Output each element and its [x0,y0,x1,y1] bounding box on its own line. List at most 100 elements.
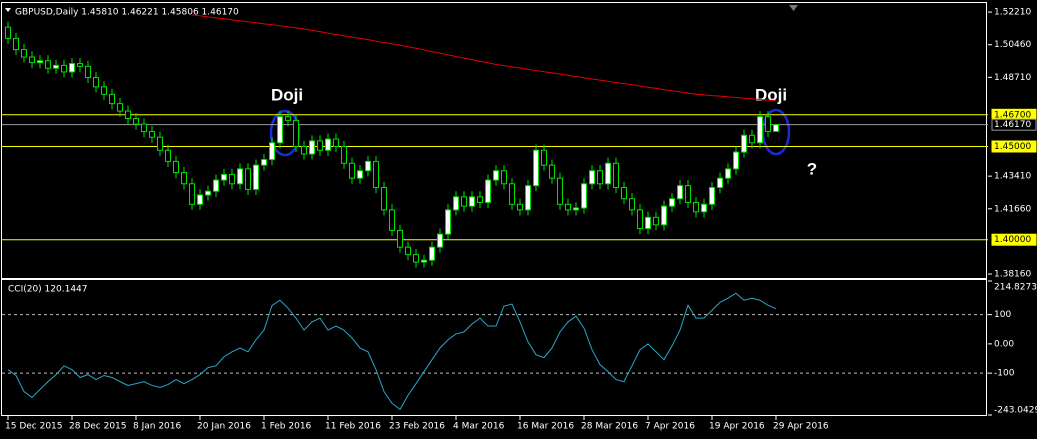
candle-body [485,179,491,203]
candle-body [461,196,467,207]
x-tick-label: 11 Feb 2016 [325,422,381,432]
y-tick-label: 1.38160 [994,270,1031,280]
candle-body [581,183,587,209]
candle-body [261,159,267,166]
x-tick-label: 1 Feb 2016 [261,422,312,432]
level-label-box [991,140,1037,153]
moving-average [191,14,777,102]
candle-body [133,118,139,125]
annotation: Doji [271,85,303,104]
candle-body [509,183,515,205]
candle-body [549,164,555,179]
y-tick-label: 214.8273 [994,283,1037,293]
menu-arrow[interactable] [5,8,11,12]
candle-body [221,173,227,181]
candle-body [21,49,27,58]
candle-body [205,190,211,196]
candle-body [213,179,219,192]
candle-body [741,134,747,153]
annotation: ? [807,159,817,178]
level-label: 1.40000 [994,235,1031,245]
y-tick-label: 1.43410 [994,172,1031,182]
candle-body [317,140,323,151]
candle-body [389,209,395,231]
candle-body [413,254,419,263]
indicator-title: CCI(20) 120.1447 [8,285,88,295]
shift-marker[interactable] [789,5,798,11]
candle-body [733,151,739,170]
x-tick-label: 19 Apr 2016 [709,422,765,432]
candle-body [661,205,667,226]
candle-body [397,229,403,248]
y-tick-label: 1.52210 [994,8,1031,18]
candle-body [29,56,35,64]
candle-body [453,196,459,211]
candle-body [437,233,443,248]
y-tick-label: 100 [994,310,1011,320]
y-tick-label: -100 [994,369,1015,379]
candle-body [157,136,163,151]
candle-body [709,187,715,205]
candle-body [53,64,59,69]
candle-body [645,216,651,230]
main-panel-frame [1,2,987,279]
x-tick-label: 28 Dec 2015 [69,422,127,432]
candle-body [405,246,411,256]
candle-body [277,116,283,144]
candle-body [125,110,131,120]
candle-body [349,162,355,179]
candle-body [85,65,91,79]
candle-body [69,63,75,73]
candle-body [381,187,387,211]
candle-body [477,196,483,203]
candle-body [717,177,723,189]
candle-body [677,185,683,200]
candle-body [573,207,579,211]
x-tick-label: 16 Mar 2016 [517,422,574,432]
candle-body [61,64,67,73]
x-tick-label: 15 Dec 2015 [5,422,63,432]
candle-body [701,203,707,213]
x-tick-label: 23 Feb 2016 [389,422,445,432]
candle-body [237,168,243,185]
candle-body [189,183,195,205]
candle-body [597,170,603,185]
candle-body [557,177,563,205]
candle-body [685,185,691,203]
y-tick-label: 1.50460 [994,40,1031,50]
level-label: 1.45000 [994,142,1031,152]
candle-body [501,170,507,185]
candle-body [285,116,291,121]
x-tick-label: 4 Mar 2016 [453,422,505,432]
x-tick-label: 8 Jan 2016 [133,422,181,432]
candle-body [181,172,187,185]
candle-body [533,149,539,187]
candle-body [325,138,331,151]
candle-body [149,131,155,138]
x-tick-label: 20 Jan 2016 [197,422,251,432]
candle-body [77,63,83,67]
candle-body [373,160,379,189]
x-tick-label: 28 Mar 2016 [581,422,638,432]
candle-body [421,259,427,263]
candle-body [469,196,475,207]
candle-body [333,138,339,147]
candle-body [357,170,363,179]
candle-body [765,116,771,132]
candle-body [341,145,347,164]
candle-body [173,160,179,174]
candle-body [541,149,547,166]
chart-title: GBPUSD,Daily 1.45810 1.46221 1.45806 1.4… [15,8,239,18]
candle-body [165,149,171,162]
candle-body [93,77,99,88]
indicator-panel-frame [1,279,987,416]
candle-body [589,170,595,185]
candle-body [653,216,659,226]
candle-body [429,246,435,261]
candle-body [301,145,307,155]
candle-body [117,103,123,112]
candle-body [101,86,107,95]
candle-body [253,164,259,190]
candle-body [309,140,315,155]
